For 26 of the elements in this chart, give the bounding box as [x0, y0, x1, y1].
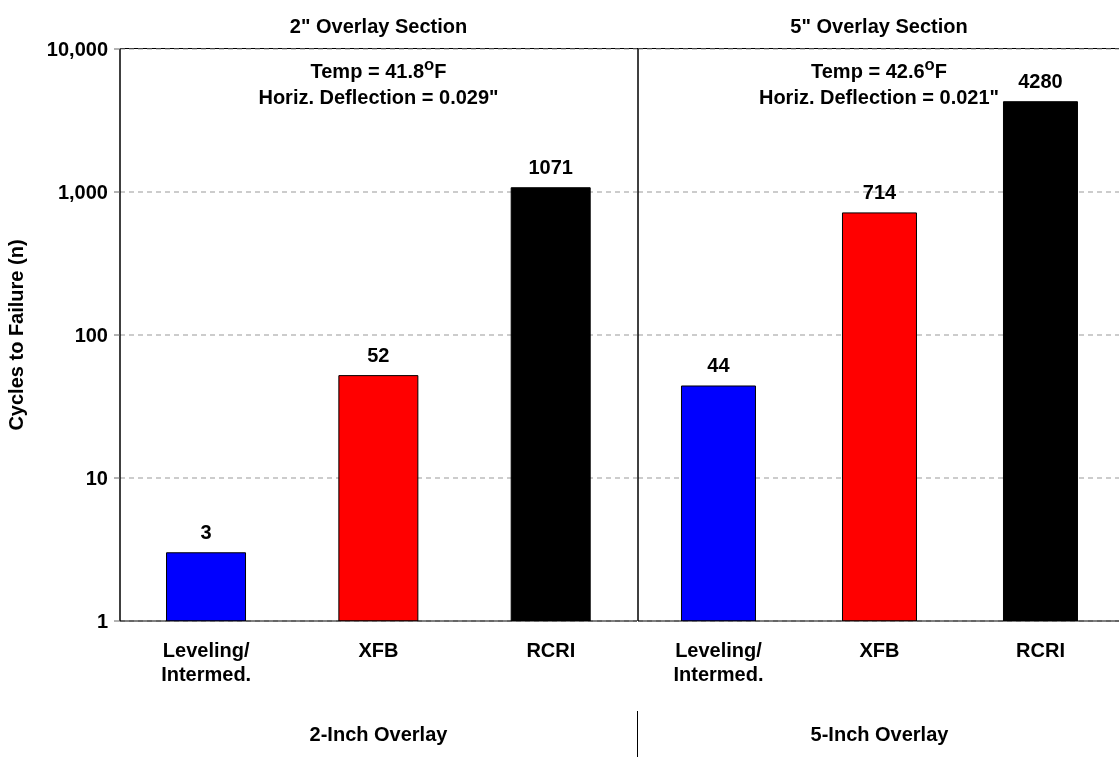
- y-tick-label: 10,000: [46, 38, 108, 60]
- annotation: Horiz. Deflection = 0.021": [758, 85, 1000, 108]
- y-tick-label: 100: [74, 324, 108, 346]
- data-label: 1071: [528, 155, 573, 178]
- y-tick-label: 1: [96, 610, 108, 632]
- x-tick-label: XFB: [859, 639, 900, 661]
- x-tick-label: XFB: [358, 639, 399, 661]
- x-tick-label: Leveling/ Intermed.: [161, 639, 252, 685]
- data-label: 714: [862, 180, 898, 203]
- x-tick-label: RCRI: [526, 639, 576, 661]
- data-label: 4280: [1018, 69, 1063, 92]
- x-tick-label: RCRI: [1016, 639, 1065, 661]
- chart-title: 2" Overlay Section: [120, 8, 637, 49]
- data-label: 52: [367, 343, 390, 366]
- x-tick-label: Leveling/ Intermed.: [673, 639, 764, 685]
- annotation: Horiz. Deflection = 0.029": [257, 84, 500, 110]
- y-tick-label: 1,000: [57, 181, 108, 203]
- data-label: 44: [707, 353, 731, 376]
- y-axis-title: Cycles to Failure (n): [5, 239, 28, 431]
- data-label: 3: [200, 520, 212, 543]
- x-axis-title: 5-Inch Overlay: [637, 711, 1119, 757]
- annotation: Temp = 42.6$^{o}$F: [811, 55, 947, 82]
- chart-title: 5" Overlay Section: [637, 8, 1119, 49]
- y-tick-label: 10: [85, 467, 108, 489]
- annotation: Temp = 41.8$^{o}$F: [309, 54, 448, 84]
- x-axis-title: 2-Inch Overlay: [308, 722, 449, 747]
